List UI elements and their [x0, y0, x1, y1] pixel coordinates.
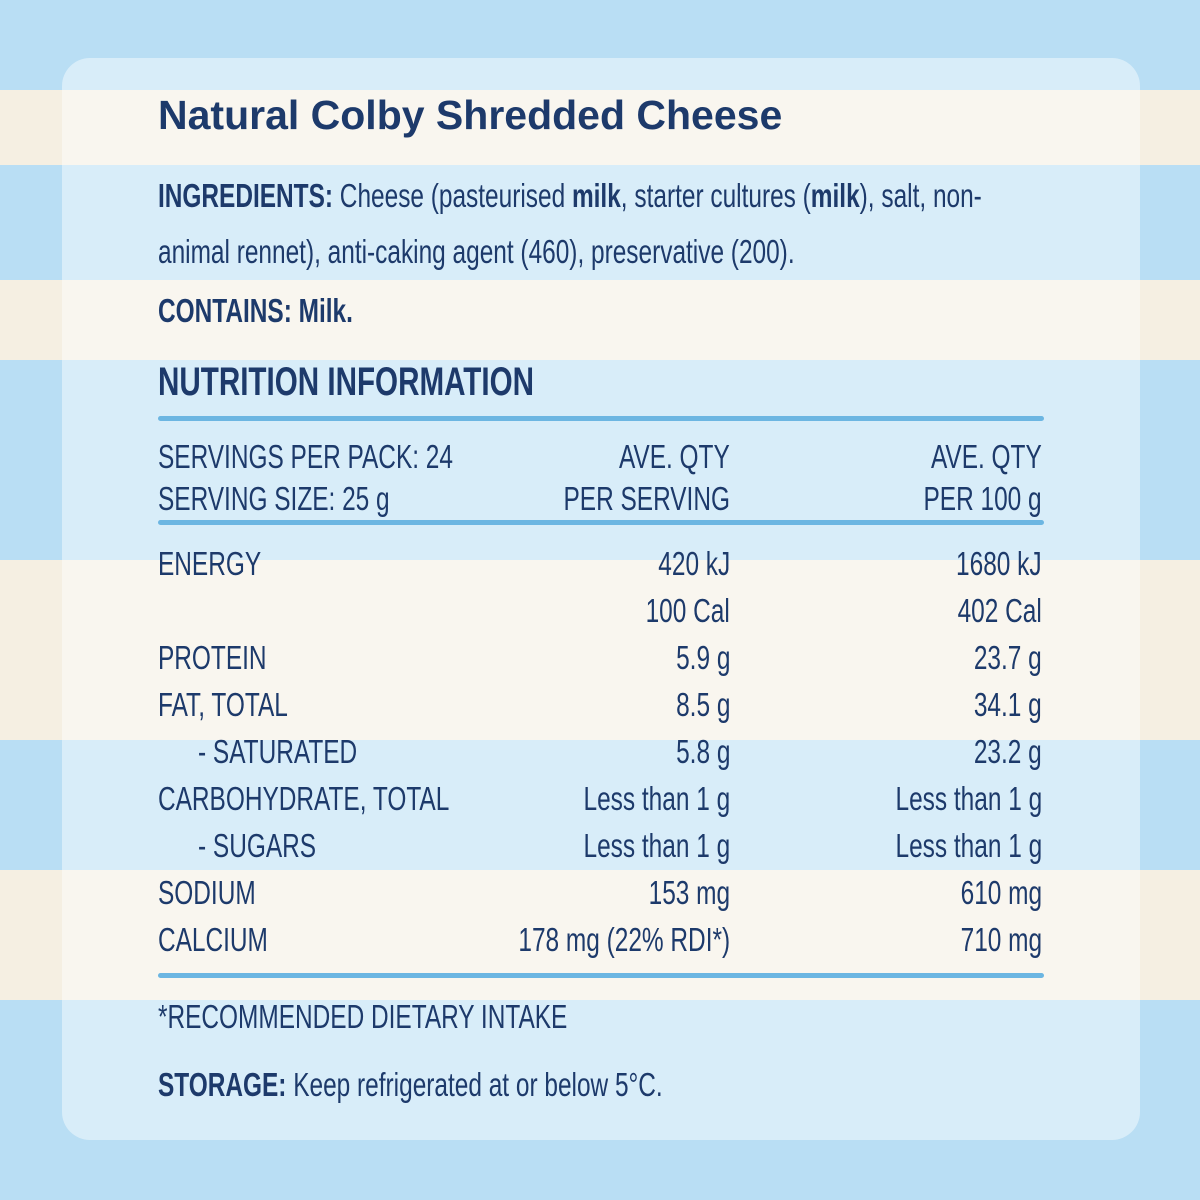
row-label: PROTEIN [158, 639, 267, 676]
per-100g: 23.7 g [974, 639, 1042, 676]
row-label: - SATURATED [198, 733, 358, 770]
allergen: milk [571, 177, 621, 214]
column-header: PER 100 g [923, 480, 1042, 517]
contains: CONTAINS: Milk. [158, 292, 353, 329]
ingredients-text: , starter cultures ( [620, 177, 811, 214]
allergen: milk [810, 177, 860, 214]
row-label: SODIUM [158, 874, 256, 911]
column-header: PER SERVING [563, 480, 730, 517]
per-100g: 402 Cal [957, 592, 1042, 629]
per-100g: 34.1 g [974, 686, 1042, 723]
row-label: CARBOHYDRATE, TOTAL [158, 780, 450, 817]
per-100g: Less than 1 g [895, 827, 1042, 864]
storage: STORAGE: Keep refrigerated at or below 5… [158, 1068, 663, 1101]
serving-size: SERVING SIZE: 25 g [158, 480, 390, 517]
per-serving: Less than 1 g [583, 780, 730, 817]
row-label: FAT, TOTAL [158, 686, 288, 723]
per-100g: Less than 1 g [895, 780, 1042, 817]
per-serving: 420 kJ [658, 545, 730, 582]
ingredients-text: ), salt, non-animal rennet), anti-caking… [158, 177, 982, 270]
column-header: AVE. QTY [931, 438, 1042, 475]
per-100g: 610 mg [960, 874, 1042, 911]
label-panel [62, 58, 1140, 1140]
per-serving: 178 mg (22% RDI*) [518, 921, 730, 958]
column-header: AVE. QTY [619, 438, 730, 475]
per-serving: Less than 1 g [583, 827, 730, 864]
per-100g: 710 mg [960, 921, 1042, 958]
per-serving: 5.8 g [675, 733, 730, 770]
footnote: *RECOMMENDED DIETARY INTAKE [158, 998, 568, 1035]
per-100g: 23.2 g [974, 733, 1042, 770]
nutrition-heading: NUTRITION INFORMATION [158, 360, 534, 404]
ingredients-text: Cheese (pasteurised [339, 177, 572, 214]
per-serving: 5.9 g [675, 639, 730, 676]
ingredients-label: INGREDIENTS: [158, 177, 334, 214]
per-serving: 153 mg [648, 874, 730, 911]
storage-text: Keep refrigerated at or below 5°C. [293, 1066, 663, 1103]
row-label: - SUGARS [198, 827, 317, 864]
rule [158, 416, 1044, 421]
row-label: ENERGY [158, 545, 262, 582]
rule [158, 520, 1044, 525]
ingredients: INGREDIENTS: Cheese (pasteurised milk, s… [158, 168, 1024, 280]
per-100g: 1680 kJ [956, 545, 1042, 582]
servings-per-pack: SERVINGS PER PACK: 24 [158, 438, 453, 475]
row-label: CALCIUM [158, 921, 268, 958]
per-serving: 100 Cal [645, 592, 730, 629]
rule [158, 973, 1044, 978]
storage-label: STORAGE: [158, 1066, 287, 1103]
title: Natural Colby Shredded Cheese [158, 92, 783, 138]
per-serving: 8.5 g [675, 686, 730, 723]
